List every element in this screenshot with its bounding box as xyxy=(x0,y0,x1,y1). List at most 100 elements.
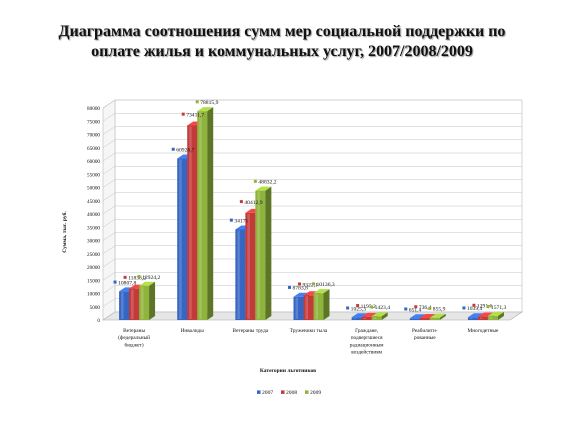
legend-label: 2009 xyxy=(310,390,321,396)
bar-front xyxy=(119,291,130,320)
x-tick-label: Труженики тыла xyxy=(290,328,328,334)
bar-front xyxy=(351,317,362,320)
gridline xyxy=(102,232,522,241)
data-label-marker xyxy=(239,200,243,204)
y-tick-label: 40000 xyxy=(87,212,100,218)
bar-front xyxy=(487,315,498,320)
bar-top xyxy=(487,311,504,316)
gridline xyxy=(102,166,522,175)
y-tick-label: 35000 xyxy=(87,225,100,231)
chart-title-line-1: Диаграмма соотношения сумм мер социально… xyxy=(58,23,506,40)
data-label-2009: 78815,9 xyxy=(195,100,219,106)
bar-highlight xyxy=(479,317,483,319)
y-tick-label: 25000 xyxy=(87,252,100,258)
data-label-value: 48832,2 xyxy=(258,180,276,186)
y-tick-label: 80000 xyxy=(87,106,100,112)
gridline xyxy=(102,152,522,162)
bar-side xyxy=(381,312,388,320)
data-label-2008: 736,4 xyxy=(414,305,432,311)
data-label-2008: 11836,2 xyxy=(123,276,146,282)
data-label-value: 855,9 xyxy=(433,307,446,313)
bar-front xyxy=(429,317,440,320)
bar-side xyxy=(497,311,504,320)
bar-top xyxy=(409,314,426,319)
data-label-marker xyxy=(486,305,490,309)
x-tick-label: Ветераны труда xyxy=(233,328,269,334)
gridline xyxy=(102,285,522,294)
bar-front xyxy=(255,190,266,320)
legend-swatch xyxy=(305,390,309,394)
data-label-value: 1025,3 xyxy=(351,306,367,312)
bar-front xyxy=(235,229,246,320)
bar-front xyxy=(245,212,256,320)
bar-front xyxy=(303,295,314,320)
data-label-marker xyxy=(472,303,476,307)
bar-highlight xyxy=(189,126,192,320)
data-label-2009: 855,9 xyxy=(428,306,446,313)
data-label-2008: 1291,6 xyxy=(472,303,493,310)
data-label-2009: 48832,2 xyxy=(253,180,277,186)
data-label-marker xyxy=(137,274,141,278)
data-label-value: 73411,7 xyxy=(186,112,204,118)
bar-highlight xyxy=(469,318,473,319)
bar-highlight xyxy=(141,286,144,319)
y-axis-tick-labels: 0 5000 10000 15000 20000 25000 30000 35000 40000… xyxy=(87,106,100,324)
data-label-value: 10807,8 xyxy=(118,280,136,286)
data-label-marker xyxy=(370,305,374,309)
legend-label: 2007 xyxy=(262,390,273,396)
bar-top xyxy=(477,312,494,317)
x-tick-label: бюджет) xyxy=(125,341,144,348)
x-tick-label: Многодетные xyxy=(468,328,499,334)
data-label-marker xyxy=(428,306,432,310)
bar-top xyxy=(197,107,214,112)
gridline xyxy=(102,99,522,109)
y-tick-label: 75000 xyxy=(87,119,100,125)
gridline xyxy=(102,179,522,188)
data-label-marker xyxy=(113,280,117,284)
data-label-value: 8783,8 xyxy=(293,286,309,292)
data-label-2009: 1571,3 xyxy=(486,305,507,311)
bar-front xyxy=(139,285,150,320)
y-tick-label: 30000 xyxy=(87,239,100,245)
data-label-marker xyxy=(195,100,199,104)
bar-2009 xyxy=(255,186,272,320)
legend-item-2008: 2008 xyxy=(281,390,297,396)
data-label-value: 12924,2 xyxy=(142,275,160,281)
bar-front xyxy=(129,288,140,320)
legend-item-2007: 2007 xyxy=(257,390,273,396)
y-tick-label: 70000 xyxy=(87,133,100,139)
data-label-marker xyxy=(312,282,315,286)
data-label-2007: 1039,4 xyxy=(462,306,483,312)
legend: 2007 2008 2009 xyxy=(257,390,321,396)
data-label-value: 1423,4 xyxy=(375,305,391,311)
data-label-2009: 10136,3 xyxy=(312,282,335,288)
bar-top xyxy=(371,312,388,317)
data-label-marker xyxy=(356,304,360,308)
bar-highlight xyxy=(121,292,124,319)
data-label-marker xyxy=(414,305,418,309)
data-label-2008: 1195,2 xyxy=(356,304,376,310)
data-label-value: 9322,1 xyxy=(303,282,319,288)
y-tick-label: 10000 xyxy=(87,292,100,298)
bar-highlight xyxy=(131,289,134,319)
legend-swatch xyxy=(281,390,285,394)
x-tick-label: (федеральный xyxy=(118,334,150,341)
bar-top xyxy=(419,314,436,319)
y-tick-label: 45000 xyxy=(87,199,100,205)
data-label-2008: 9322,1 xyxy=(298,282,318,288)
bar-2009 xyxy=(487,311,504,320)
bar-side xyxy=(323,289,330,320)
bar-highlight xyxy=(199,112,202,319)
bar-highlight xyxy=(363,317,367,319)
gridline xyxy=(102,192,522,201)
bar-front xyxy=(419,318,430,320)
bar-highlight xyxy=(373,317,377,319)
chart-bars xyxy=(119,107,504,321)
data-label-value: 34171 xyxy=(234,218,248,224)
chart-gridlines xyxy=(102,99,522,321)
data-label-marker xyxy=(462,306,466,310)
data-label-2009: 1423,4 xyxy=(370,305,390,311)
gridline xyxy=(102,245,522,254)
x-tick-label: воздействиям xyxy=(351,349,382,356)
